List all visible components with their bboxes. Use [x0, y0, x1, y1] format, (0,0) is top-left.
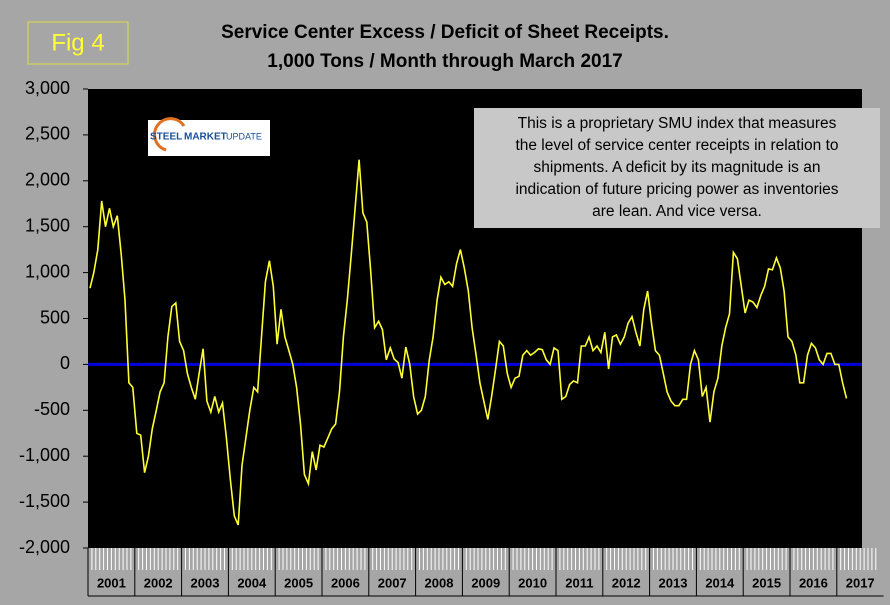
y-tick-label: 1,500: [25, 215, 70, 235]
y-tick-label: 2,500: [25, 124, 70, 144]
annotation-box: [474, 108, 880, 228]
x-tick-label: 2014: [705, 575, 735, 590]
x-tick-label: 2009: [471, 575, 500, 590]
x-tick-label: 2003: [191, 575, 220, 590]
x-axis-strip: [88, 548, 862, 572]
chart-title: Service Center Excess / Deficit of Sheet…: [221, 22, 669, 43]
x-tick-label: 2011: [565, 575, 593, 590]
x-tick-label: 2005: [284, 575, 313, 590]
x-tick-label: 2006: [331, 575, 360, 590]
logo-box: [148, 120, 270, 156]
figure-label-box: [27, 21, 129, 65]
y-tick-label: -1,000: [19, 445, 70, 465]
y-tick-label: 3,000: [25, 78, 70, 98]
logo-text: UPDATE: [226, 131, 262, 141]
logo-arc: [153, 117, 186, 152]
x-tick-label: 2002: [144, 575, 173, 590]
y-tick-label: -1,500: [19, 491, 70, 511]
annotation-line: are lean. And vice versa.: [592, 203, 762, 220]
y-tick-label: 500: [40, 307, 70, 327]
data-line: [89, 159, 848, 526]
x-tick-label: 2012: [612, 575, 641, 590]
chart-subtitle: 1,000 Tons / Month through March 2017: [267, 51, 622, 72]
annotation-line: shipments. A deficit by its magnitude is…: [534, 159, 821, 176]
x-tick-label: 2004: [237, 575, 267, 590]
annotation-line: This is a proprietary SMU index that mea…: [518, 115, 837, 132]
y-tick-label: -500: [34, 399, 70, 419]
annotation-line: the level of service center receipts in …: [515, 137, 838, 154]
annotation-line: indication of future pricing power as in…: [515, 181, 838, 198]
x-tick-label: 2010: [518, 575, 547, 590]
figure-label: Fig 4: [51, 29, 104, 56]
y-tick-label: 2,000: [25, 170, 70, 190]
x-tick-label: 2008: [425, 575, 454, 590]
x-tick-label: 2013: [659, 575, 688, 590]
x-tick-label: 2001: [97, 575, 126, 590]
y-tick-label: 0: [60, 353, 70, 373]
logo-text: STEEL: [150, 132, 182, 143]
logo-text: MARKET: [184, 132, 227, 143]
x-tick-label: 2017: [846, 575, 875, 590]
y-tick-label: 1,000: [25, 261, 70, 281]
x-tick-label: 2015: [752, 575, 781, 590]
x-tick-label: 2007: [378, 575, 407, 590]
x-tick-label: 2016: [799, 575, 828, 590]
y-tick-label: -2,000: [19, 537, 70, 557]
